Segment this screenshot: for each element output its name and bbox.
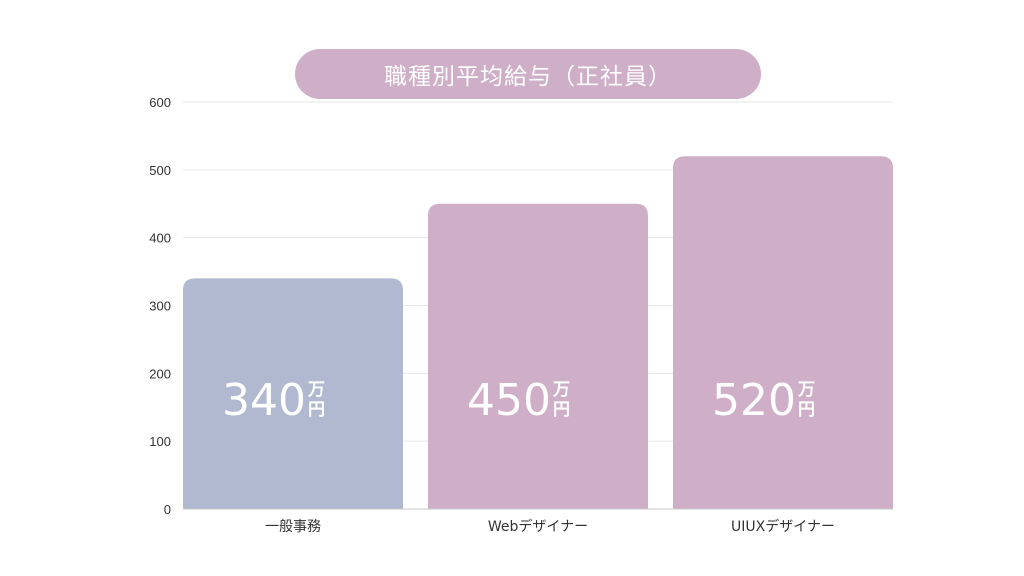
y-tick-label: 200 xyxy=(149,366,171,381)
bar-value-label: 340 xyxy=(222,375,306,426)
bar-unit-label: 万 xyxy=(307,380,325,400)
x-category-label: 一般事務 xyxy=(265,519,321,535)
y-tick-label: 500 xyxy=(149,163,171,178)
x-category-label: Webデザイナー xyxy=(488,518,588,535)
bar-value-label: 450 xyxy=(467,375,551,426)
y-tick-label: 600 xyxy=(149,95,171,110)
bar-value-label: 520 xyxy=(712,375,796,426)
bar xyxy=(673,156,893,509)
x-category-label: UIUXデザイナー xyxy=(731,518,835,535)
bar xyxy=(183,278,403,509)
bar-unit-label: 円 xyxy=(798,400,815,420)
bar-unit-label: 万 xyxy=(552,380,570,400)
y-tick-label: 0 xyxy=(164,502,171,517)
chart-title-pill: 職種別平均給与（正社員） xyxy=(295,49,761,99)
y-tick-label: 100 xyxy=(149,434,171,449)
bar-unit-label: 円 xyxy=(553,400,570,420)
chart-title: 職種別平均給与（正社員） xyxy=(384,64,672,90)
y-tick-label: 300 xyxy=(149,299,171,314)
bar xyxy=(428,203,648,509)
bar-unit-label: 円 xyxy=(308,400,325,420)
bar-unit-label: 万 xyxy=(797,380,815,400)
y-tick-label: 400 xyxy=(149,231,171,246)
